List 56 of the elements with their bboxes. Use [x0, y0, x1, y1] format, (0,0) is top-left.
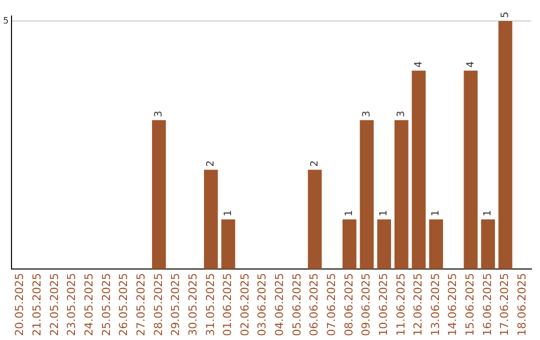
x-tick-label: 01.06.2025	[221, 273, 234, 336]
x-tick-label: 08.06.2025	[342, 273, 356, 336]
x-tick-label: 20.05.2025	[13, 273, 26, 336]
bar	[152, 120, 166, 270]
bar	[221, 219, 236, 270]
x-tick-label: 11.06.2025	[394, 273, 408, 336]
data-label: 2	[309, 160, 320, 167]
bar	[377, 219, 392, 270]
x-tick-label: 17.06.2025	[498, 273, 512, 336]
bar	[498, 20, 512, 270]
x-tick-label: 31.05.2025	[204, 273, 217, 336]
x-tick-label: 26.05.2025	[117, 273, 130, 336]
data-label: 1	[344, 210, 356, 216]
x-tick-label: 18.06.2025	[516, 273, 529, 336]
x-tick-label: 10.06.2025	[376, 273, 390, 336]
x-tick-label: 05.06.2025	[290, 273, 304, 336]
x-tick-label: 03.06.2025	[256, 273, 269, 336]
x-tick-label: 06.06.2025	[308, 273, 321, 336]
bar	[360, 120, 374, 270]
x-tick-label: 24.05.2025	[82, 273, 96, 336]
x-tick-label: 15.06.2025	[464, 273, 477, 336]
data-label: 4	[413, 61, 424, 68]
x-tick-label: 16.06.2025	[480, 273, 494, 336]
data-label: 1	[222, 210, 234, 216]
x-tick-label: 23.05.2025	[65, 273, 78, 336]
data-label: 5	[500, 12, 511, 18]
bar	[429, 219, 443, 270]
x-tick-label: 28.05.2025	[152, 273, 165, 336]
bar	[308, 170, 322, 270]
data-label: 3	[396, 110, 408, 118]
data-label: 4	[465, 61, 476, 68]
bar	[394, 120, 408, 270]
x-tick-label: 27.05.2025	[134, 273, 148, 336]
data-label: 1	[430, 210, 442, 216]
bar	[464, 70, 478, 270]
data-label: 3	[361, 110, 372, 118]
x-tick-label: 02.06.2025	[238, 273, 252, 336]
x-tick-label: 21.05.2025	[30, 273, 44, 336]
bar	[342, 219, 356, 270]
data-label: 1	[378, 210, 390, 216]
x-tick-label: 13.06.2025	[428, 273, 442, 336]
bar	[412, 70, 426, 270]
x-tick-label: 09.06.2025	[360, 273, 373, 336]
bar	[481, 219, 495, 270]
x-tick-label: 07.06.2025	[325, 273, 338, 336]
x-tick-label: 14.06.2025	[446, 273, 460, 336]
data-label: 1	[482, 210, 494, 216]
x-tick-label: 29.05.2025	[169, 273, 182, 336]
data-label: 2	[206, 160, 216, 167]
data-label: 3	[154, 110, 165, 118]
bar	[204, 170, 218, 270]
x-tick-label: 12.06.2025	[412, 273, 425, 336]
x-tick-label: 25.05.2025	[100, 273, 113, 336]
x-tick-label: 30.05.2025	[186, 273, 200, 336]
x-tick-label: 22.05.2025	[48, 273, 61, 336]
x-tick-label: 04.06.2025	[273, 273, 286, 336]
